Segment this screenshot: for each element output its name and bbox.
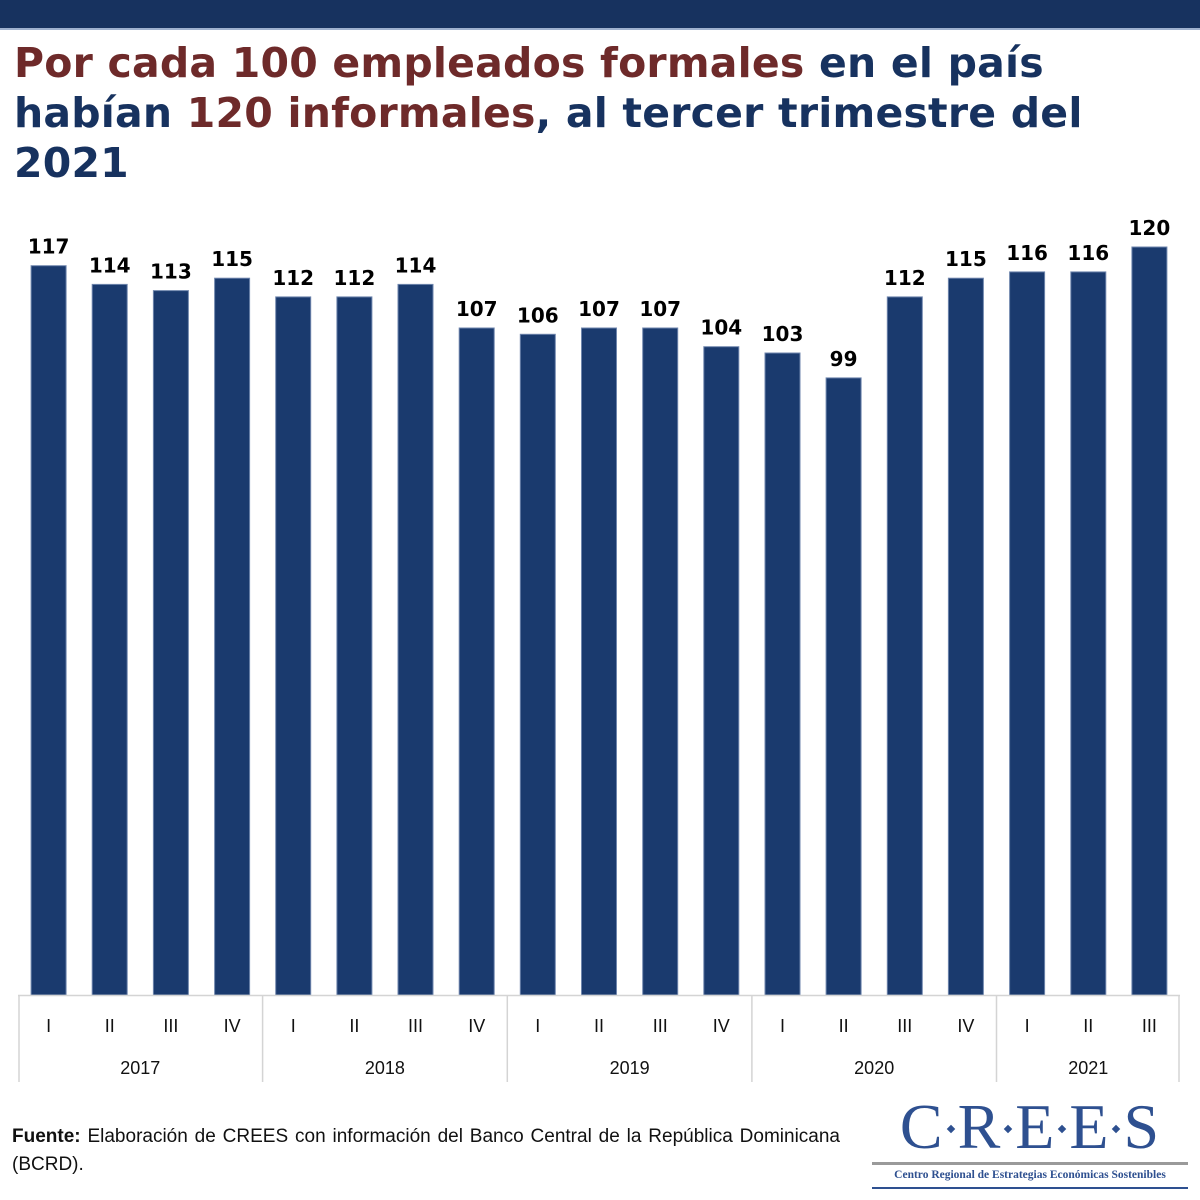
data-label: 99	[830, 347, 858, 371]
data-label: 112	[884, 266, 926, 290]
bar	[214, 277, 251, 996]
data-label: 112	[334, 266, 376, 290]
data-label: 112	[272, 266, 314, 290]
title-part-2: en el país habían	[14, 39, 1044, 137]
diamond-dot-icon	[1004, 1125, 1013, 1134]
source-note: Fuente: Elaboración de CREES con informa…	[12, 1123, 840, 1179]
data-label: 113	[150, 260, 192, 284]
bar	[1009, 271, 1046, 996]
x-tick-label: IV	[224, 1016, 241, 1036]
x-group-label: 2018	[365, 1058, 405, 1078]
data-label: 104	[700, 316, 742, 340]
x-group-label: 2017	[120, 1058, 160, 1078]
bar	[30, 265, 67, 996]
x-tick-label: IV	[957, 1016, 974, 1036]
logo-divider-gray	[872, 1162, 1188, 1165]
data-label: 103	[762, 322, 804, 346]
x-tick-label: III	[897, 1016, 912, 1036]
bar	[519, 333, 556, 996]
logo-letter: C	[899, 1091, 944, 1162]
bar	[458, 327, 495, 996]
data-label: 107	[578, 297, 620, 321]
x-group-label: 2019	[610, 1058, 650, 1078]
source-text: Elaboración de CREES con información del…	[12, 1126, 840, 1175]
x-tick-label: I	[780, 1016, 785, 1036]
bar	[1131, 246, 1168, 996]
top-banner	[0, 0, 1200, 30]
data-label: 120	[1129, 216, 1171, 240]
data-label: 114	[395, 253, 437, 277]
logo-letter: R	[957, 1091, 1002, 1162]
data-label: 106	[517, 303, 559, 327]
x-group-label: 2020	[854, 1058, 894, 1078]
x-tick-label: II	[839, 1016, 849, 1036]
data-label: 116	[1006, 241, 1048, 265]
data-label: 107	[639, 297, 681, 321]
bar	[703, 346, 740, 996]
x-group-label: 2021	[1068, 1058, 1108, 1078]
logo-letter: S	[1123, 1091, 1161, 1162]
x-tick-label: III	[653, 1016, 668, 1036]
x-tick-label: IV	[468, 1016, 485, 1036]
diamond-dot-icon	[946, 1125, 955, 1134]
x-tick-label: II	[1083, 1016, 1093, 1036]
source-label: Fuente:	[12, 1126, 81, 1147]
title-part-4: , al tercer trimestre del 2021	[14, 89, 1083, 187]
logo-divider-navy	[872, 1187, 1188, 1189]
x-tick-label: I	[291, 1016, 296, 1036]
x-tick-label: I	[46, 1016, 51, 1036]
data-label: 116	[1067, 241, 1109, 265]
logo-letter: E	[1015, 1091, 1056, 1162]
x-tick-label: I	[535, 1016, 540, 1036]
bar	[91, 283, 128, 996]
x-tick-label: IV	[713, 1016, 730, 1036]
data-label: 115	[945, 247, 987, 271]
data-label: 114	[89, 253, 131, 277]
x-tick-label: II	[594, 1016, 604, 1036]
bar	[642, 327, 679, 996]
logo-subtitle: Centro Regional de Estrategias Económica…	[894, 1169, 1166, 1181]
bar	[764, 352, 801, 996]
bar	[825, 377, 862, 996]
x-tick-label: II	[105, 1016, 115, 1036]
bar	[886, 296, 923, 996]
bar	[1070, 271, 1107, 996]
diamond-dot-icon	[1112, 1125, 1121, 1134]
x-tick-label: III	[163, 1016, 178, 1036]
bar	[947, 277, 984, 996]
data-label: 117	[28, 235, 70, 259]
title-part-1: Por cada 100 empleados formales	[14, 39, 805, 87]
bar	[397, 283, 434, 996]
data-label: 115	[211, 247, 253, 271]
x-tick-label: II	[349, 1016, 359, 1036]
title-part-3: 120 informales	[186, 89, 536, 137]
x-tick-label: III	[1142, 1016, 1157, 1036]
page-title: Por cada 100 empleados formales en el pa…	[14, 38, 1194, 188]
bar	[581, 327, 617, 996]
bar	[275, 296, 312, 996]
x-tick-label: I	[1025, 1016, 1030, 1036]
diamond-dot-icon	[1058, 1125, 1067, 1134]
logo-letter: E	[1069, 1091, 1110, 1162]
bar	[152, 290, 189, 996]
bar-chart: 117 I 114 II 113 III 115 IV 112 I 112 II 114 III 107 IV…	[0, 200, 1200, 1090]
data-label: 107	[456, 297, 498, 321]
bar	[336, 296, 373, 996]
chart-svg: 117I114II113III115IV112I112II114III107IV…	[18, 216, 1180, 1082]
x-tick-label: III	[408, 1016, 423, 1036]
